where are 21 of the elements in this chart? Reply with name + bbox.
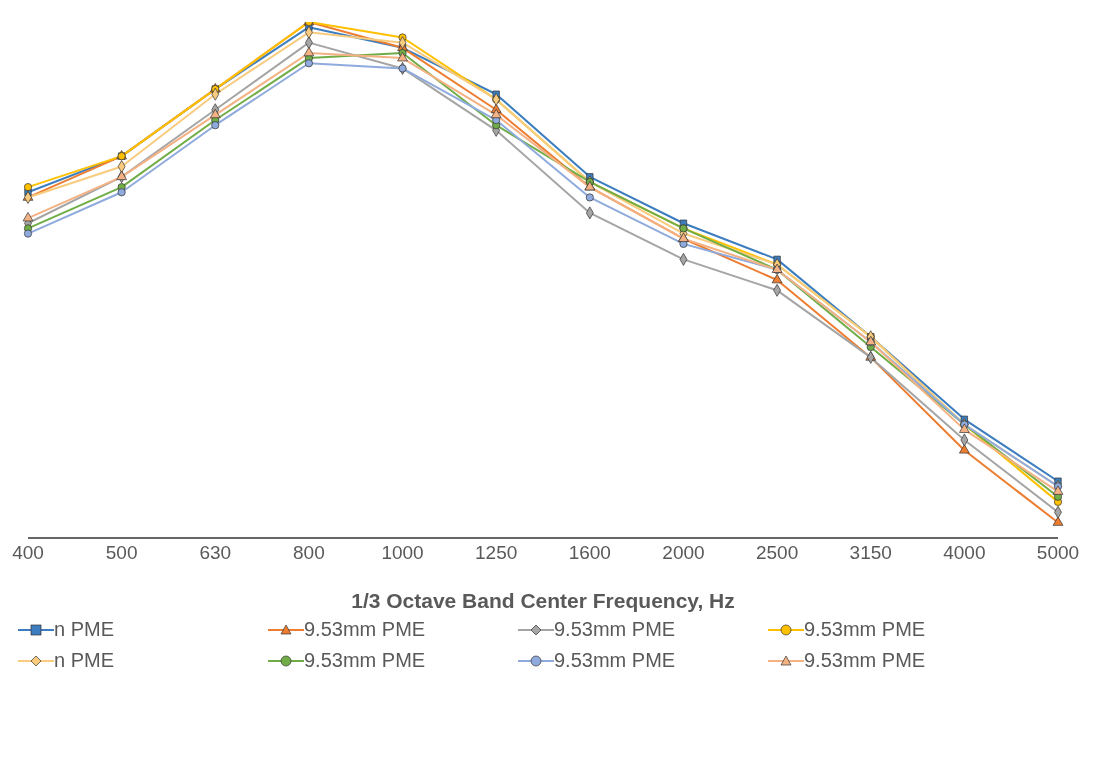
legend-label: n PME [54, 649, 115, 672]
legend-label: n PME [54, 618, 115, 641]
x-axis-title: 1/3 Octave Band Center Frequency, Hz [351, 589, 735, 612]
x-tick-label: 4000 [943, 542, 986, 564]
x-tick-label: 2000 [662, 542, 705, 564]
legend-label: 9.53mm PME [804, 649, 926, 672]
x-tick-label: 1250 [475, 542, 518, 564]
legend-label: 9.53mm PME [554, 649, 676, 672]
x-tick-label: 1600 [568, 542, 611, 564]
x-tick-label: 3150 [849, 542, 892, 564]
legend-label: 9.53mm PME [804, 618, 926, 641]
legend-label: 9.53mm PME [554, 618, 676, 641]
legend-label: 9.53mm PME [304, 618, 426, 641]
x-tick-label: 1000 [381, 542, 424, 564]
x-tick-label: 5000 [1036, 542, 1080, 564]
x-tick-label: 2500 [755, 542, 799, 564]
x-tick-label: 800 [293, 542, 325, 564]
x-tick-label: 500 [105, 542, 138, 564]
x-tick-label: 400 [12, 542, 44, 564]
legend-label: 9.53mm PME [304, 649, 426, 672]
x-tick-label: 630 [199, 542, 232, 564]
